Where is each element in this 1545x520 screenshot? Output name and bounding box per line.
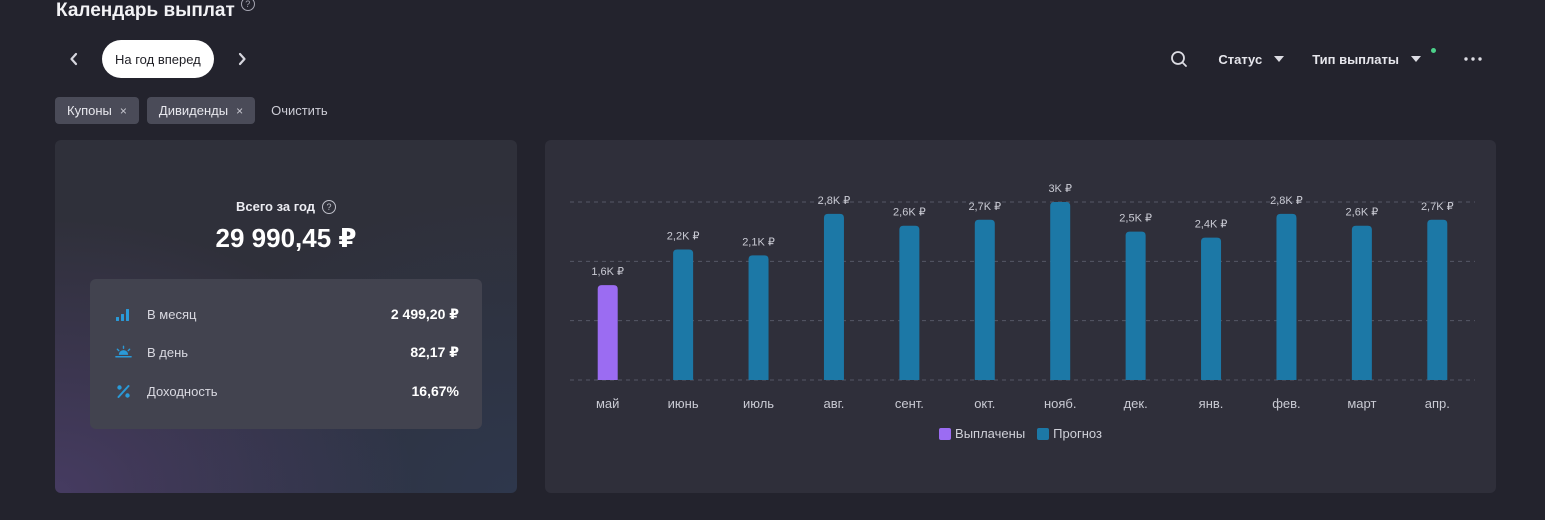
legend-item-paid[interactable]: Выплачены [939, 426, 1025, 441]
filter-chip-dividends: Дивиденды × [146, 97, 256, 124]
bar-forecast [1050, 202, 1071, 380]
bar-forecast [1201, 237, 1222, 380]
search-button[interactable] [1170, 50, 1188, 68]
more-options-button[interactable] [1461, 47, 1485, 71]
data-label: 2,1K ₽ [742, 236, 775, 248]
x-tick-label: май [596, 396, 619, 411]
data-label: 2,6K ₽ [893, 207, 926, 219]
status-dropdown-label: Статус [1218, 51, 1263, 67]
caret-down-icon [1274, 56, 1285, 62]
stat-yield: Доходность 16,67% [115, 381, 459, 401]
bar-forecast [748, 255, 769, 380]
bar-forecast [1276, 213, 1297, 380]
data-label: 2,7K ₽ [1421, 201, 1454, 213]
x-tick-label: март [1347, 396, 1376, 411]
x-tick-label: авг. [824, 396, 845, 411]
data-label: 2,4K ₽ [1195, 219, 1228, 231]
data-label: 2,8K ₽ [818, 195, 851, 207]
active-filters: Купоны × Дивиденды × Очистить [55, 97, 328, 124]
legend-swatch [1037, 427, 1050, 440]
chevron-left-icon [70, 52, 78, 66]
bar-paid [597, 285, 618, 380]
help-icon[interactable]: ? [322, 199, 337, 214]
bar-forecast [974, 219, 995, 380]
bar-forecast [1125, 231, 1146, 380]
summary-card: Всего за год ? 29 990,45 ₽ В месяц 2 499… [55, 140, 517, 493]
close-icon[interactable]: × [119, 103, 127, 118]
summary-header: Всего за год ? [55, 199, 517, 214]
data-label: 1,6K ₽ [591, 266, 624, 278]
x-tick-label: апр. [1425, 396, 1450, 411]
bar-forecast [1427, 219, 1448, 380]
filter-chip-label: Дивиденды [158, 103, 229, 118]
chevron-right-icon [238, 52, 246, 66]
x-tick-label: фев. [1272, 396, 1300, 411]
legend-item-forecast[interactable]: Прогноз [1037, 426, 1102, 441]
x-tick-label: сент. [895, 396, 924, 411]
filter-chip-coupons: Купоны × [55, 97, 139, 124]
x-tick-label: июль [743, 396, 774, 411]
clear-filters-button[interactable]: Очистить [271, 103, 328, 118]
next-period-button[interactable] [224, 41, 260, 77]
more-dots-icon [1464, 57, 1482, 61]
header: Календарь выплат ? [56, 0, 255, 22]
data-label: 2,2K ₽ [667, 230, 700, 242]
period-selector[interactable]: На год вперед [102, 40, 214, 78]
data-label: 2,5K ₽ [1119, 213, 1152, 225]
page-title: Календарь выплат [56, 0, 235, 21]
prev-period-button[interactable] [56, 41, 92, 77]
payment-type-dropdown-label: Тип выплаты [1312, 51, 1399, 67]
stat-label: В день [147, 344, 189, 360]
x-tick-label: дек. [1124, 396, 1148, 411]
bar-forecast [899, 225, 920, 380]
close-icon[interactable]: × [236, 103, 244, 118]
summary-label: Всего за год [235, 199, 316, 214]
legend-label: Выплачены [955, 426, 1026, 441]
yearly-total: 29 990,45 ₽ [215, 223, 357, 253]
caret-down-icon [1411, 56, 1421, 62]
stat-value: 82,17 ₽ [410, 343, 459, 360]
legend-label: Прогноз [1053, 426, 1102, 441]
bar-chart-icon [115, 306, 132, 323]
bar-forecast [823, 213, 844, 380]
bar-forecast [1351, 225, 1372, 380]
data-label: 2,6K ₽ [1346, 207, 1379, 219]
period-nav: На год вперед [56, 40, 260, 78]
search-icon [1171, 51, 1188, 67]
chart-legend: Выплачены Прогноз [545, 426, 1496, 441]
x-tick-label: окт. [974, 396, 995, 411]
chart-plot: 1,6K ₽ май 2,2K ₽ июнь 2,1K ₽ июль 2,8K ₽ авг. 2… [570, 183, 1475, 411]
active-filter-dot [1431, 47, 1436, 53]
status-dropdown[interactable]: Статус [1218, 51, 1285, 67]
payments-chart: 1,6K ₽ май 2,2K ₽ июнь 2,1K ₽ июль 2,8K ₽ авг. 2… [545, 140, 1496, 493]
bar-forecast [673, 249, 694, 380]
data-label: 2,8K ₽ [1270, 195, 1303, 207]
filter-chip-label: Купоны [67, 103, 112, 118]
sunrise-icon [115, 344, 132, 361]
help-icon[interactable]: ? [240, 0, 255, 11]
stat-value: 16,67% [411, 383, 459, 399]
toolbar: Статус Тип выплаты [1170, 44, 1485, 74]
stat-per-day: В день 82,17 ₽ [115, 342, 459, 362]
stat-per-month: В месяц 2 499,20 ₽ [115, 304, 459, 324]
x-tick-label: нояб. [1044, 396, 1077, 411]
x-tick-label: янв. [1199, 396, 1224, 411]
data-label: 2,7K ₽ [968, 201, 1001, 213]
stats-box: В месяц 2 499,20 ₽ В день 82,17 ₽ [90, 279, 482, 429]
percent-icon [115, 383, 132, 400]
data-label: 3K ₽ [1048, 183, 1072, 195]
stat-label: В месяц [147, 306, 197, 322]
x-tick-label: июнь [668, 396, 699, 411]
legend-swatch [939, 427, 952, 440]
stat-label: Доходность [147, 383, 218, 399]
payment-type-dropdown[interactable]: Тип выплаты [1312, 47, 1436, 67]
stat-value: 2 499,20 ₽ [390, 305, 459, 322]
